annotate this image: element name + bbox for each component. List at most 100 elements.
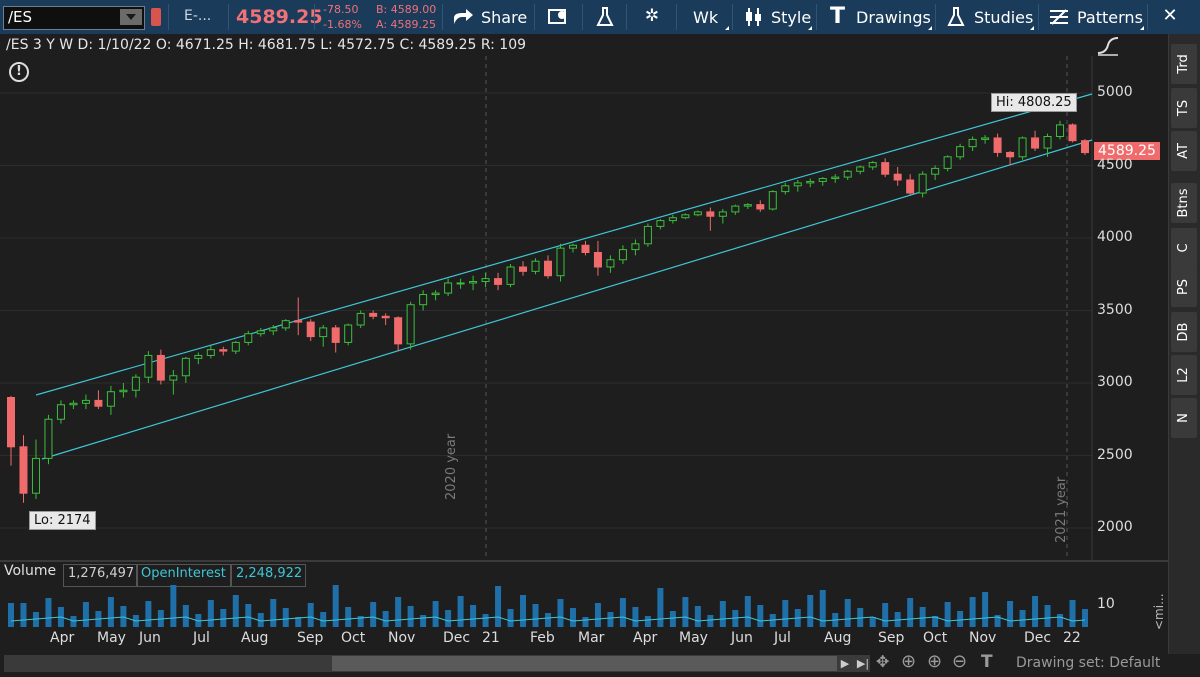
candle-body [244, 333, 253, 343]
volume-bar [82, 602, 89, 627]
top-toolbar: /ES E-... 4589.25 -78.50 -1.68% B: 4589.… [0, 0, 1200, 34]
volume-bar [1044, 605, 1051, 627]
sidebar-tab-label: N [1176, 413, 1191, 423]
volume-bar [245, 604, 252, 627]
snapshot-icon[interactable] [547, 7, 569, 27]
volume-bar [357, 616, 364, 627]
symbol-dropdown-button[interactable] [120, 9, 142, 25]
pane-divider[interactable] [0, 560, 1168, 562]
price-tick-4500: 4500 [1097, 156, 1133, 173]
scroll-right-button[interactable]: ▶ [840, 657, 850, 670]
volume-value: 1,276,497 [68, 566, 135, 581]
zoom-in-icon[interactable]: ⊕ [927, 651, 943, 672]
price-tick-3000: 3000 [1097, 374, 1133, 390]
text-tool-icon[interactable]: T [981, 652, 993, 672]
candle-body [381, 315, 390, 319]
drawings-button[interactable]: Drawings [856, 8, 931, 27]
chart-settings-icon[interactable] [1096, 35, 1120, 57]
volume-label: Volume [4, 563, 57, 579]
pan-icon[interactable]: ✥ [876, 652, 890, 671]
sidebar-tab-trd[interactable]: Trd [1171, 44, 1197, 84]
month-label: Sep [297, 630, 324, 646]
drawings-icon[interactable]: T [830, 4, 846, 29]
patterns-icon[interactable] [1048, 7, 1070, 27]
sidebar-tab-c[interactable]: C [1171, 228, 1197, 268]
studies-button[interactable]: Studies [974, 8, 1034, 27]
candle-body [169, 375, 178, 381]
sidebar-tab-ps[interactable]: PS [1171, 267, 1197, 307]
alert-badge[interactable] [151, 8, 161, 26]
style-button[interactable]: Style [771, 8, 812, 27]
candle-body [444, 282, 453, 294]
scroll-end-button[interactable]: ▶| [856, 657, 870, 670]
volume-bar [470, 605, 477, 627]
last-price-label: 4589.25 [1094, 142, 1160, 160]
price-chart[interactable] [0, 56, 1168, 562]
studies-flask-icon[interactable] [946, 6, 966, 28]
candle-body [544, 260, 552, 277]
sidebar-tab-l2[interactable]: L2 [1171, 355, 1197, 395]
sidebar-tab-btns[interactable]: Btns [1171, 183, 1197, 223]
price-channel[interactable] [35, 93, 1093, 460]
candle-body [106, 391, 115, 407]
candle-body [956, 146, 965, 158]
symbol-description: E-... [184, 8, 212, 24]
volume-bar [320, 612, 327, 627]
candle-body [294, 320, 303, 323]
candle-body [1043, 136, 1052, 149]
zoom-out-icon[interactable]: ⊖ [952, 651, 968, 672]
candle-body [69, 402, 78, 406]
collapsed-panel-label[interactable]: <mi... [1152, 593, 1166, 630]
sidebar-tab-label: TS [1176, 99, 1191, 117]
candle-body [568, 244, 577, 249]
volume-bar [844, 599, 851, 627]
volume-bar [682, 597, 689, 627]
candle-body [768, 191, 777, 210]
scrollbar-thumb[interactable] [332, 656, 837, 671]
candle-body [344, 324, 353, 343]
aggregation-button[interactable]: Wk [693, 8, 719, 27]
volume-bar [1057, 614, 1064, 627]
candles [7, 120, 1089, 503]
drawing-set-label[interactable]: Drawing set: Default [1016, 655, 1161, 671]
month-label: 22 [1063, 630, 1081, 646]
candle-body [1018, 137, 1027, 158]
close-icon[interactable]: ✕ [1162, 5, 1178, 26]
gear-icon[interactable]: ✲ [644, 6, 660, 26]
volume-axis-tick: 10 [1097, 596, 1115, 612]
ohlc-readout: /ES 3 Y W D: 1/10/22 O: 4671.25 H: 4681.… [6, 37, 527, 53]
volume-chart[interactable] [0, 585, 1092, 627]
volume-bar [982, 592, 989, 627]
share-icon[interactable] [452, 7, 474, 27]
volume-bar [520, 595, 527, 627]
candle-body [144, 354, 153, 378]
volume-bar [969, 597, 976, 627]
oi-value: 2,248,922 [236, 566, 303, 581]
candle-body [256, 330, 265, 335]
volume-bar [282, 608, 289, 627]
volume-bar [382, 611, 389, 627]
candle-body [119, 389, 128, 393]
candle-body [31, 457, 40, 494]
info-icon[interactable]: ! [9, 62, 29, 82]
candle-body [19, 446, 28, 494]
volume-bar [1032, 596, 1039, 627]
sidebar-tab-label: C [1176, 243, 1191, 253]
crosshair-icon[interactable]: ⊕ [901, 651, 917, 672]
volume-bar [457, 596, 464, 627]
price-tick-2500: 2500 [1097, 446, 1133, 463]
volume-bar [445, 610, 452, 627]
sidebar-tab-n[interactable]: N [1171, 398, 1197, 438]
month-label: Jun [731, 630, 753, 646]
sidebar-tab-ts[interactable]: TS [1171, 88, 1197, 128]
month-label: Jul [774, 630, 791, 646]
candle-body [781, 185, 790, 193]
candle-style-icon[interactable] [743, 6, 765, 28]
flask-icon[interactable] [595, 6, 615, 28]
sidebar-tab-at[interactable]: AT [1171, 131, 1197, 171]
oi-label-box: OpenInterest [137, 564, 231, 587]
sidebar-tab-db[interactable]: DB [1171, 312, 1197, 352]
share-button[interactable]: Share [481, 8, 528, 27]
volume-bar [8, 603, 14, 627]
patterns-button[interactable]: Patterns [1077, 8, 1143, 27]
